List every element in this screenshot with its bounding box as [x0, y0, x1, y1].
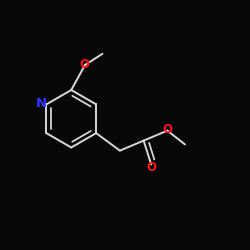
Text: O: O [162, 123, 172, 136]
Text: N: N [35, 97, 46, 110]
Text: O: O [79, 58, 89, 71]
Text: O: O [147, 161, 157, 174]
